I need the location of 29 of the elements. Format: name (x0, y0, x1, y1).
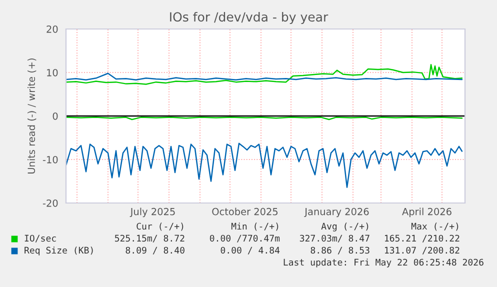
y-tick-label: -10 (42, 156, 58, 164)
text: 131.07 /200.82 (384, 246, 460, 254)
y-axis-title: Units read (-) / write (+) (28, 58, 36, 174)
y-tick-label: 10 (47, 68, 58, 76)
text: 525.15m/ 8.72 (114, 234, 184, 242)
text: 327.03m/ 8.47 (300, 234, 370, 242)
text: Min (-/+) (231, 222, 278, 231)
line-series (66, 72, 463, 81)
legend-label: IO/sec (24, 234, 56, 242)
text: 0.00 / 4.84 (220, 246, 280, 254)
text: 165.21 /210.22 (384, 234, 460, 242)
text: Cur (-/+) (136, 222, 184, 231)
legend-label: Req Size (KB) (24, 246, 93, 256)
line-series (66, 64, 463, 85)
text: Avg (-/+) (321, 222, 368, 232)
y-tick-label: -20 (42, 199, 58, 207)
text: 0.00 /770.47m (210, 234, 280, 242)
line-series (66, 142, 463, 188)
x-tick-label: October 2025 (212, 208, 278, 216)
y-tick-label: 0 (52, 112, 58, 120)
chart-title: IOs for /dev/vda - by year (170, 12, 328, 24)
x-tick-label: April 2026 (402, 208, 452, 218)
text: Max (-/+) (411, 222, 458, 231)
text: 8.86 / 8.53 (310, 246, 370, 254)
y-tick-label: 20 (46, 25, 58, 33)
text: Last update: Fri May 22 06:25:48 2026 (284, 258, 484, 268)
text: 8.09 / 8.40 (126, 246, 184, 254)
x-tick-label: July 2025 (130, 208, 175, 218)
x-tick-label: January 2026 (304, 208, 369, 218)
